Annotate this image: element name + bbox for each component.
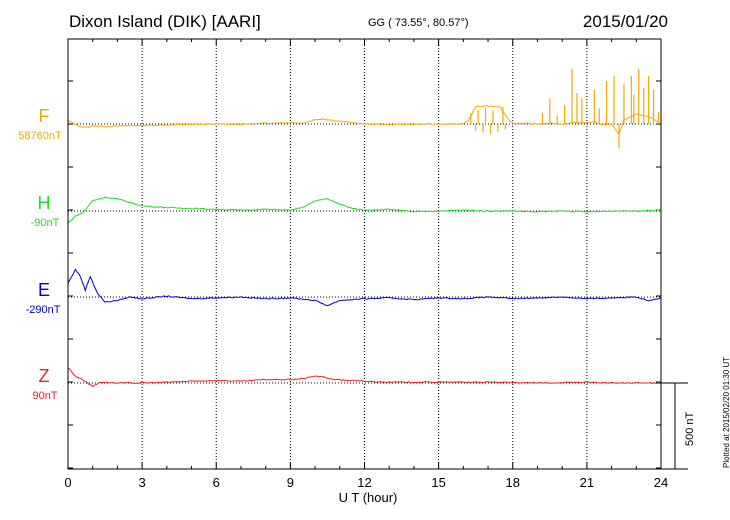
component-e-baseline: -290nT [25, 304, 61, 316]
x-tick-label-12: 12 [357, 475, 371, 490]
component-f-baseline: 58760nT [18, 130, 62, 142]
scale-bar-label: 500 nT [684, 411, 696, 446]
series-z-line [67, 367, 662, 388]
series-f-line [67, 105, 662, 136]
date-label: 2015/01/20 [582, 12, 668, 31]
x-tick-label-6: 6 [213, 475, 220, 490]
component-f-name: F [38, 106, 50, 126]
station-title: Dixon Island (DIK) [AARI] [69, 12, 261, 31]
component-z-baseline: 90nT [32, 390, 58, 402]
component-z-name: Z [38, 366, 50, 386]
component-e-name: E [37, 280, 50, 300]
geo-coordinates: GG ( 73.55°, 80.57°) [368, 17, 469, 29]
x-tick-label-18: 18 [506, 475, 520, 490]
grid-lines [141, 39, 588, 469]
x-tick-label-9: 9 [287, 475, 294, 490]
x-tick-label-3: 3 [139, 475, 146, 490]
axis-ticks: 0 3 6 9 12 15 18 21 24 [64, 39, 668, 490]
plot-frame [67, 38, 662, 470]
x-tick-label-0: 0 [64, 475, 71, 490]
series-e-line [67, 268, 662, 307]
component-h-name: H [37, 193, 51, 213]
scale-bar: 500 nT [661, 382, 696, 470]
series-traces [67, 68, 662, 388]
series-h-line [67, 196, 662, 224]
x-axis-label: U T (hour) [339, 490, 398, 505]
plotted-timestamp: Plotted at 2015/02/20 01:30 UT [722, 356, 730, 468]
component-h-baseline: -90nT [30, 217, 60, 229]
x-tick-label-24: 24 [654, 475, 668, 490]
x-tick-label-15: 15 [431, 475, 445, 490]
x-tick-label-21: 21 [580, 475, 594, 490]
